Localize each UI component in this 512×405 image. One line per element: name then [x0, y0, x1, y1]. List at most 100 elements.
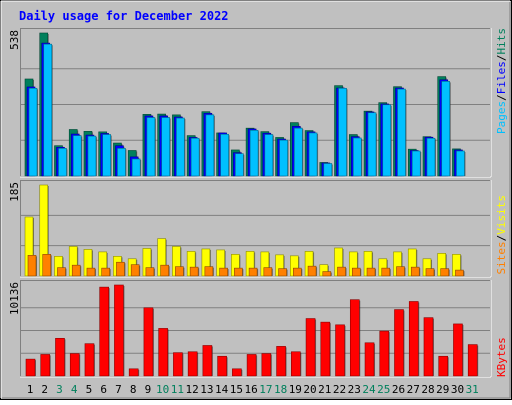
bar-kbytes-day-7 — [114, 284, 124, 377]
bar-pages-day-8 — [131, 158, 141, 177]
bar-pages-day-11 — [176, 117, 185, 177]
y-max-label-hits: 538 — [8, 30, 21, 50]
x-label-day-31: 31 — [466, 383, 479, 396]
bar-sites-day-5 — [86, 267, 96, 277]
bar-sites-day-14 — [219, 267, 228, 277]
bar-sites-day-2 — [42, 254, 52, 277]
bar-pages-day-19 — [294, 127, 303, 177]
x-label-day-29: 29 — [436, 383, 449, 396]
bar-kbytes-day-12 — [187, 351, 198, 377]
legend-visits-sites: Sites/Visits — [495, 195, 508, 275]
x-label-day-9: 9 — [145, 383, 152, 396]
bars — [24, 32, 479, 377]
x-label-day-17: 17 — [259, 383, 272, 396]
bar-kbytes-day-6 — [99, 286, 109, 377]
bar-sites-day-29 — [440, 268, 450, 277]
bar-kbytes-day-29 — [438, 355, 449, 377]
x-axis-labels: 1 2 3 4 5 6 7 8 9 10 11 12 13 14 15 16 17 18 19 20 21 22 23 24 2… — [27, 383, 479, 396]
bar-sites-day-26 — [396, 266, 405, 277]
bar-sites-day-3 — [57, 267, 66, 277]
bar-sites-day-18 — [278, 268, 287, 277]
x-label-day-16: 16 — [244, 383, 257, 396]
bar-kbytes-day-30 — [453, 323, 463, 377]
bar-pages-day-21 — [323, 163, 333, 177]
x-label-day-15: 15 — [230, 383, 243, 396]
bar-kbytes-day-17 — [261, 353, 272, 377]
bar-pages-day-28 — [426, 137, 436, 177]
chart-title: Daily usage for December 2022 — [19, 9, 229, 23]
bar-pages-day-7 — [117, 148, 126, 177]
x-label-day-18: 18 — [274, 383, 287, 396]
bar-sites-day-25 — [381, 267, 391, 277]
bar-pages-day-22 — [338, 87, 347, 177]
bar-kbytes-day-13 — [202, 345, 213, 377]
bar-sites-day-10 — [160, 264, 169, 277]
bar-kbytes-day-5 — [84, 343, 95, 377]
bar-kbytes-day-27 — [408, 301, 419, 377]
bar-kbytes-day-25 — [379, 330, 390, 377]
bar-kbytes-day-21 — [320, 321, 331, 377]
legend-files: Files — [495, 61, 508, 94]
bar-pages-day-18 — [279, 139, 288, 177]
bar-kbytes-day-24 — [364, 342, 375, 377]
x-label-day-24: 24 — [362, 383, 376, 396]
bar-kbytes-day-28 — [423, 317, 434, 377]
x-label-day-3: 3 — [56, 383, 63, 396]
bar-kbytes-day-16 — [246, 354, 257, 377]
x-label-day-13: 13 — [200, 383, 213, 396]
bar-kbytes-day-10 — [158, 328, 168, 377]
legend-visits: Visits — [495, 195, 508, 235]
legend-sites: Sites — [495, 241, 508, 274]
x-label-day-2: 2 — [41, 383, 48, 396]
x-label-day-14: 14 — [215, 383, 229, 396]
x-label-day-8: 8 — [130, 383, 137, 396]
bar-sites-day-7 — [116, 261, 125, 277]
bar-sites-day-23 — [351, 267, 361, 277]
x-label-day-26: 26 — [392, 383, 405, 396]
bar-sites-day-28 — [425, 268, 435, 277]
bar-kbytes-day-3 — [55, 337, 65, 377]
bar-pages-day-1 — [28, 87, 38, 177]
bar-pages-day-12 — [190, 137, 200, 177]
x-label-day-19: 19 — [289, 383, 302, 396]
bar-pages-day-20 — [308, 132, 318, 177]
bar-pages-day-5 — [87, 135, 97, 177]
bar-sites-day-13 — [204, 266, 214, 277]
bar-pages-day-23 — [352, 137, 362, 177]
bar-kbytes-day-31 — [467, 344, 478, 377]
bar-kbytes-day-4 — [69, 353, 80, 377]
gridlines — [21, 68, 490, 354]
x-label-day-23: 23 — [348, 383, 361, 396]
bar-pages-day-9 — [146, 117, 156, 177]
bar-pages-day-14 — [220, 133, 229, 177]
bar-sites-day-4 — [71, 264, 81, 277]
bar-pages-day-10 — [161, 117, 170, 177]
bar-sites-day-16 — [248, 267, 258, 277]
bar-sites-day-1 — [27, 255, 37, 277]
bar-pages-day-15 — [235, 153, 244, 177]
bar-sites-day-19 — [293, 267, 302, 277]
x-label-day-12: 12 — [186, 383, 199, 396]
bar-kbytes-day-9 — [143, 307, 154, 377]
bar-kbytes-day-22 — [335, 324, 345, 377]
x-label-day-1: 1 — [27, 383, 34, 396]
bar-kbytes-day-23 — [349, 299, 360, 377]
bar-kbytes-day-26 — [394, 309, 404, 377]
x-label-day-4: 4 — [71, 383, 78, 396]
bar-sites-day-22 — [337, 266, 346, 277]
bar-kbytes-day-14 — [217, 355, 227, 377]
x-label-day-20: 20 — [303, 383, 316, 396]
bar-sites-day-9 — [145, 267, 155, 277]
x-label-day-25: 25 — [377, 383, 390, 396]
bar-kbytes-day-2 — [40, 354, 51, 377]
bar-pages-day-4 — [72, 135, 82, 177]
x-label-day-6: 6 — [100, 383, 107, 396]
x-label-day-22: 22 — [333, 383, 346, 396]
bar-sites-day-24 — [366, 267, 376, 277]
bar-pages-day-26 — [397, 88, 406, 177]
x-label-day-21: 21 — [318, 383, 331, 396]
x-label-day-7: 7 — [115, 383, 122, 396]
bar-kbytes-day-18 — [276, 346, 286, 377]
